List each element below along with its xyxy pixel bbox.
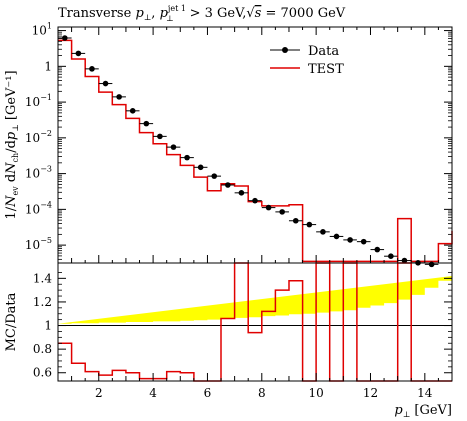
main-plot-frame (57, 26, 453, 264)
ratio-plot-frame (57, 262, 453, 382)
data-point (238, 190, 245, 196)
data-point (428, 261, 435, 268)
data-point (184, 154, 190, 161)
main-y-tick-label: 1 (44, 59, 52, 73)
x-axis-label: p⊥ [GeV] (394, 403, 452, 419)
data-point (252, 197, 258, 204)
main-plot-panel: 101 1 10−1 10−2 10−3 10−4 10−5 (25, 22, 453, 268)
data-point (320, 229, 326, 235)
legend-test-label: TEST (308, 62, 344, 77)
data-point (102, 80, 109, 87)
x-tick-label: 4 (149, 386, 157, 400)
main-y-tick-label: 10−3 (25, 165, 52, 181)
data-point (225, 182, 231, 188)
data-point (116, 94, 122, 100)
legend-entry-test: TEST (270, 62, 344, 77)
x-tick-label: 14 (417, 386, 433, 400)
data-point (347, 237, 353, 243)
data-point (265, 204, 272, 211)
main-y-tick-label: 10−2 (25, 129, 52, 145)
data-point (333, 233, 340, 240)
legend-entry-data: Data (270, 44, 339, 59)
legend-data-marker (282, 47, 288, 53)
data-uncertainty-band (58, 276, 452, 324)
ratio-y-tick-label: 0.6 (33, 366, 52, 380)
x-tick-label: 12 (363, 386, 378, 400)
ratio-y-tick-label: 1 (44, 319, 52, 333)
data-point (197, 164, 204, 171)
ratio-y-tick-label: 1.2 (33, 295, 52, 309)
data-point (143, 120, 150, 127)
data-point (89, 66, 95, 72)
plot-title: Transverse p⊥, pjet 1 ⊥ > 3 GeV,√s = 7000… (58, 4, 346, 23)
ratio-y-axis-label: MC/Data (4, 292, 19, 351)
data-point (157, 133, 163, 140)
data-point (374, 246, 381, 253)
ratio-y-tick-label: 1.4 (33, 271, 52, 285)
data-point (360, 238, 367, 245)
data-point (61, 35, 68, 41)
data-point (170, 144, 177, 150)
data-point (75, 50, 82, 57)
x-tick-label: 2 (95, 386, 103, 400)
main-y-axis-label: 1/Nev dNch/dp⊥ [GeV⁻¹] (4, 70, 20, 219)
data-point (306, 221, 313, 228)
main-y-tick-label: 10−4 (25, 200, 52, 216)
main-y-tick-label: 10−1 (25, 93, 52, 109)
x-tick-label: 10 (308, 386, 323, 400)
data-point (279, 209, 285, 215)
ratio-plot-panel: 0.6 0.8 1 1.2 1.4 2 4 6 8 10 12 14 (33, 262, 453, 400)
data-point (129, 108, 136, 114)
data-point (388, 253, 394, 259)
data-point (292, 217, 299, 224)
legend: Data TEST (270, 44, 344, 77)
legend-data-label: Data (308, 44, 339, 59)
x-tick-label: 8 (258, 386, 266, 400)
data-point (401, 257, 408, 264)
main-y-tick-label: 10−5 (25, 236, 52, 252)
ratio-y-tick-label: 0.8 (33, 342, 52, 356)
test-histogram-line (58, 39, 453, 263)
x-tick-label: 6 (204, 386, 212, 400)
main-y-tick-label: 101 (32, 22, 52, 38)
data-point (211, 173, 218, 179)
